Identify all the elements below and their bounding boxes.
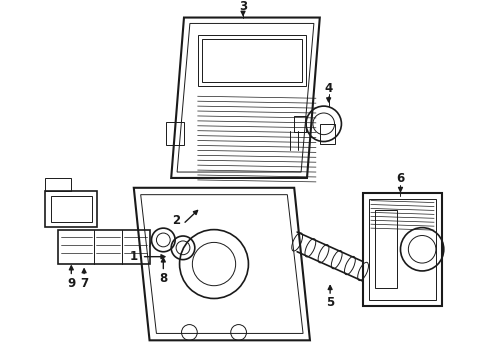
Text: 7: 7 [80, 277, 88, 290]
Text: 8: 8 [159, 272, 168, 285]
Text: 9: 9 [67, 277, 75, 290]
Text: 6: 6 [396, 172, 405, 185]
Text: 5: 5 [326, 296, 334, 310]
Text: 1: 1 [130, 250, 138, 263]
Text: 3: 3 [239, 0, 247, 13]
Text: 2: 2 [172, 214, 180, 227]
Text: 4: 4 [324, 82, 333, 95]
